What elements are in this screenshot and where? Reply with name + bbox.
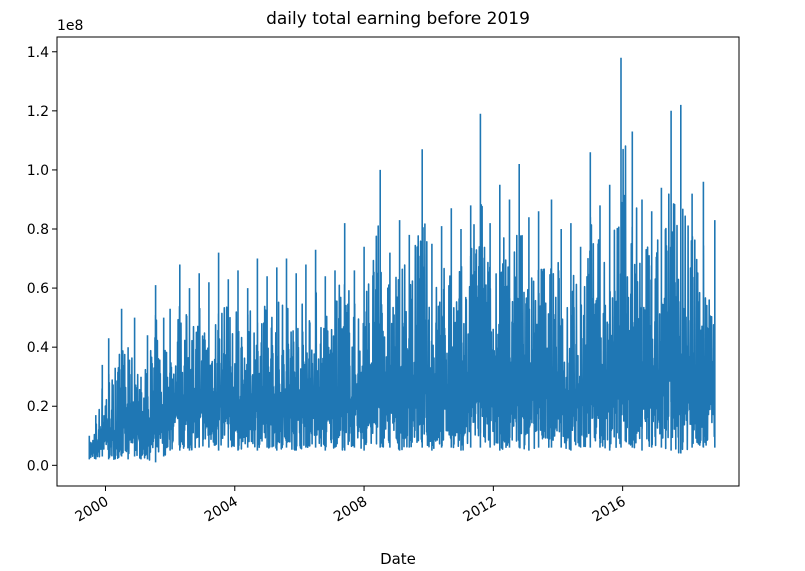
x-axis-label: Date [380, 550, 416, 568]
chart-title: daily total earning before 2019 [266, 9, 530, 29]
y-tick-label: 0.8 [27, 222, 49, 238]
y-tick-label: 1.2 [27, 104, 49, 120]
y-axis: 0.0 0.2 0.4 0.6 0.8 1.0 1.2 1.4 [27, 45, 57, 474]
x-tick-label: 2012 [460, 494, 499, 526]
series-line [88, 57, 716, 463]
y-tick-label: 0.6 [27, 281, 49, 297]
plot-area [88, 57, 716, 463]
x-tick-label: 2004 [202, 494, 241, 526]
y-tick-label: 0.4 [27, 340, 49, 356]
plot-frame [56, 36, 740, 487]
y-offset-text: 1e8 [57, 18, 83, 34]
y-tick-label: 1.4 [27, 45, 49, 61]
y-tick-label: 0.0 [27, 458, 49, 474]
x-axis: 2000 2004 2008 2012 2016 [73, 486, 629, 525]
y-tick-label: 1.0 [27, 163, 49, 179]
x-tick-label: 2016 [590, 494, 629, 526]
x-tick-label: 2008 [331, 494, 370, 526]
x-tick-label: 2000 [73, 494, 112, 526]
y-tick-label: 0.2 [27, 399, 49, 415]
